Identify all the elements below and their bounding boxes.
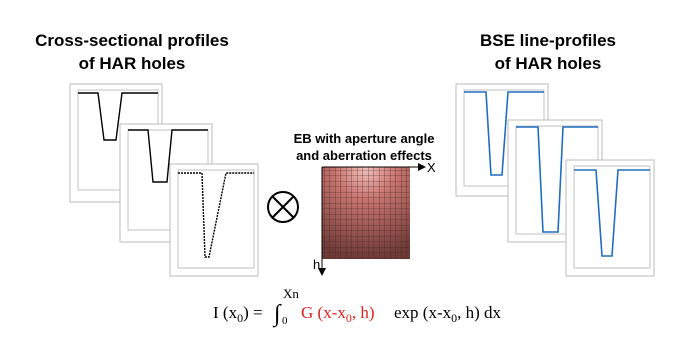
formula: I (x0) = ∫ 0 Xn G (x-x0, h) exp (x-x0, h… [213, 286, 502, 328]
formula-part: exp (x-x [394, 303, 452, 322]
bse-plots [455, 83, 655, 277]
right-title: of HAR holes [495, 54, 602, 73]
formula-sub: 0 [346, 311, 352, 325]
formula-part: ) = [243, 303, 263, 322]
beam-image [322, 167, 410, 259]
formula-part: I (x [213, 303, 238, 322]
right-title: BSE line-profiles [480, 31, 616, 50]
integral-upper: Xn [283, 286, 299, 301]
beam-label: and aberration effects [296, 148, 432, 163]
formula-part: , h) dx [457, 303, 501, 322]
left-title: of HAR holes [79, 54, 186, 73]
formula-sub: 0 [451, 311, 457, 325]
left-title: Cross-sectional profiles [35, 31, 229, 50]
beam-label: EB with aperture angle [294, 131, 435, 146]
h-axis-label: h [313, 257, 320, 272]
formula-text: I (x0) = [213, 303, 263, 325]
profile: exp (x-x0, h) dx [394, 303, 502, 325]
integral-lower: 0 [282, 315, 288, 327]
formula-sub: 0 [237, 311, 243, 325]
formula-part: , h) [352, 303, 375, 322]
convolution-symbol [267, 191, 299, 223]
x-axis-label: X [427, 160, 436, 175]
kernel: G (x-x0, h) [301, 303, 375, 325]
formula-part: G (x-x [301, 303, 346, 322]
integral-sign: ∫ [272, 301, 282, 328]
cross-section-plots [69, 83, 259, 277]
